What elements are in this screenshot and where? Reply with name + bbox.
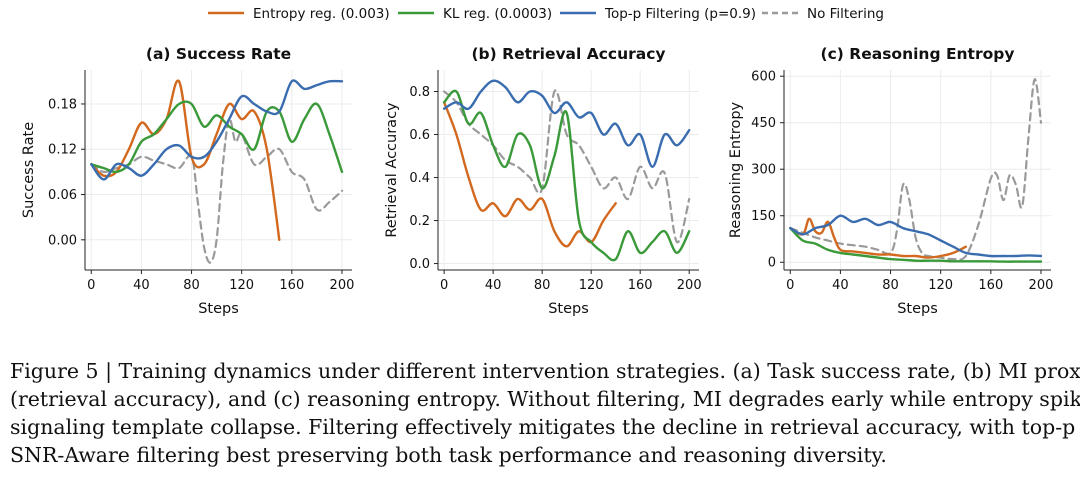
y-tick-label: 0.2: [409, 214, 430, 229]
chart-title: (c) Reasoning Entropy: [821, 45, 1015, 63]
y-axis-label: Success Rate: [21, 122, 37, 218]
y-tick-label: 0.8: [409, 85, 430, 100]
x-tick-label: 120: [229, 278, 254, 293]
series-line: [90, 79, 344, 181]
x-tick-label: 0: [786, 278, 794, 293]
y-tick-label: 0.6: [409, 128, 430, 143]
chart-title: (b) Retrieval Accuracy: [471, 45, 665, 63]
figure: Entropy reg. (0.003) KL reg. (0.0003) Top-…: [21, 6, 1053, 317]
legend-label: KL reg. (0.0003): [443, 6, 552, 22]
x-tick-label: 40: [485, 278, 502, 293]
caption-line: (retrieval accuracy), and (c) reasoning …: [10, 387, 1080, 411]
x-tick-label: 40: [832, 278, 849, 293]
series-line: [789, 226, 1043, 263]
x-tick-label: 0: [87, 278, 95, 293]
y-tick-label: 0.12: [48, 143, 77, 158]
legend-label: No Filtering: [807, 6, 884, 22]
series-line: [442, 89, 691, 262]
x-axis-label: Steps: [897, 301, 938, 317]
y-tick-label: 0.4: [409, 171, 430, 186]
y-tick-label: 0: [768, 256, 776, 271]
x-tick-label: 0: [440, 278, 448, 293]
series-line: [789, 214, 1043, 258]
chart-panel: 0 40 80 120 160 200 0.0 0.2 0.4 0.6 0.8 (b) Retriev…: [384, 45, 702, 317]
x-axis-label: Steps: [198, 301, 239, 317]
chart-title: (a) Success Rate: [146, 45, 291, 63]
chart-panel: 0 40 80 120 160 200 0 150 300 450 600 (c) Reasoning…: [728, 45, 1053, 317]
y-axis-label: Retrieval Accuracy: [384, 102, 400, 238]
y-tick-label: 0.0: [409, 257, 430, 272]
caption-line: signaling template collapse. Filtering e…: [10, 415, 1076, 439]
series-line: [90, 79, 281, 241]
y-tick-label: 450: [751, 116, 776, 131]
x-tick-label: 120: [579, 278, 604, 293]
series-line: [442, 79, 691, 168]
x-tick-label: 120: [928, 278, 953, 293]
x-axis-label: Steps: [548, 301, 589, 317]
series-line: [443, 89, 691, 244]
caption-line: SNR-Aware filtering best preserving both…: [10, 443, 887, 467]
legend-label: Entropy reg. (0.003): [253, 6, 390, 22]
series-line: [789, 78, 1043, 261]
y-tick-label: 0.18: [48, 97, 77, 112]
caption-line: Figure 5 | Training dynamics under diffe…: [10, 359, 1080, 383]
x-tick-label: 160: [279, 278, 304, 293]
x-tick-label: 200: [677, 278, 702, 293]
series-line: [90, 117, 344, 264]
y-tick-label: 300: [751, 163, 776, 178]
x-tick-label: 160: [978, 278, 1003, 293]
y-tick-label: 0.06: [48, 188, 77, 203]
x-tick-label: 80: [183, 278, 200, 293]
y-axis-label: Reasoning Entropy: [728, 101, 744, 238]
figure-caption: Figure 5 | Training dynamics under diffe…: [10, 357, 1080, 469]
legend: Entropy reg. (0.003) KL reg. (0.0003) Top-…: [208, 6, 884, 22]
y-tick-label: 150: [751, 209, 776, 224]
x-tick-label: 160: [628, 278, 653, 293]
x-tick-label: 80: [882, 278, 899, 293]
x-tick-label: 40: [133, 278, 150, 293]
y-tick-label: 600: [751, 70, 776, 85]
y-tick-label: 0.00: [48, 233, 77, 248]
x-tick-label: 200: [330, 278, 355, 293]
x-tick-label: 200: [1029, 278, 1054, 293]
legend-label: Top-p Filtering (p=0.9): [604, 6, 756, 22]
series-line: [789, 217, 967, 259]
series-line: [90, 100, 344, 174]
x-tick-label: 80: [534, 278, 551, 293]
chart-panel: 0 40 80 120 160 200 0.00 0.06 0.12 0.18 (a) Succes…: [21, 45, 354, 317]
